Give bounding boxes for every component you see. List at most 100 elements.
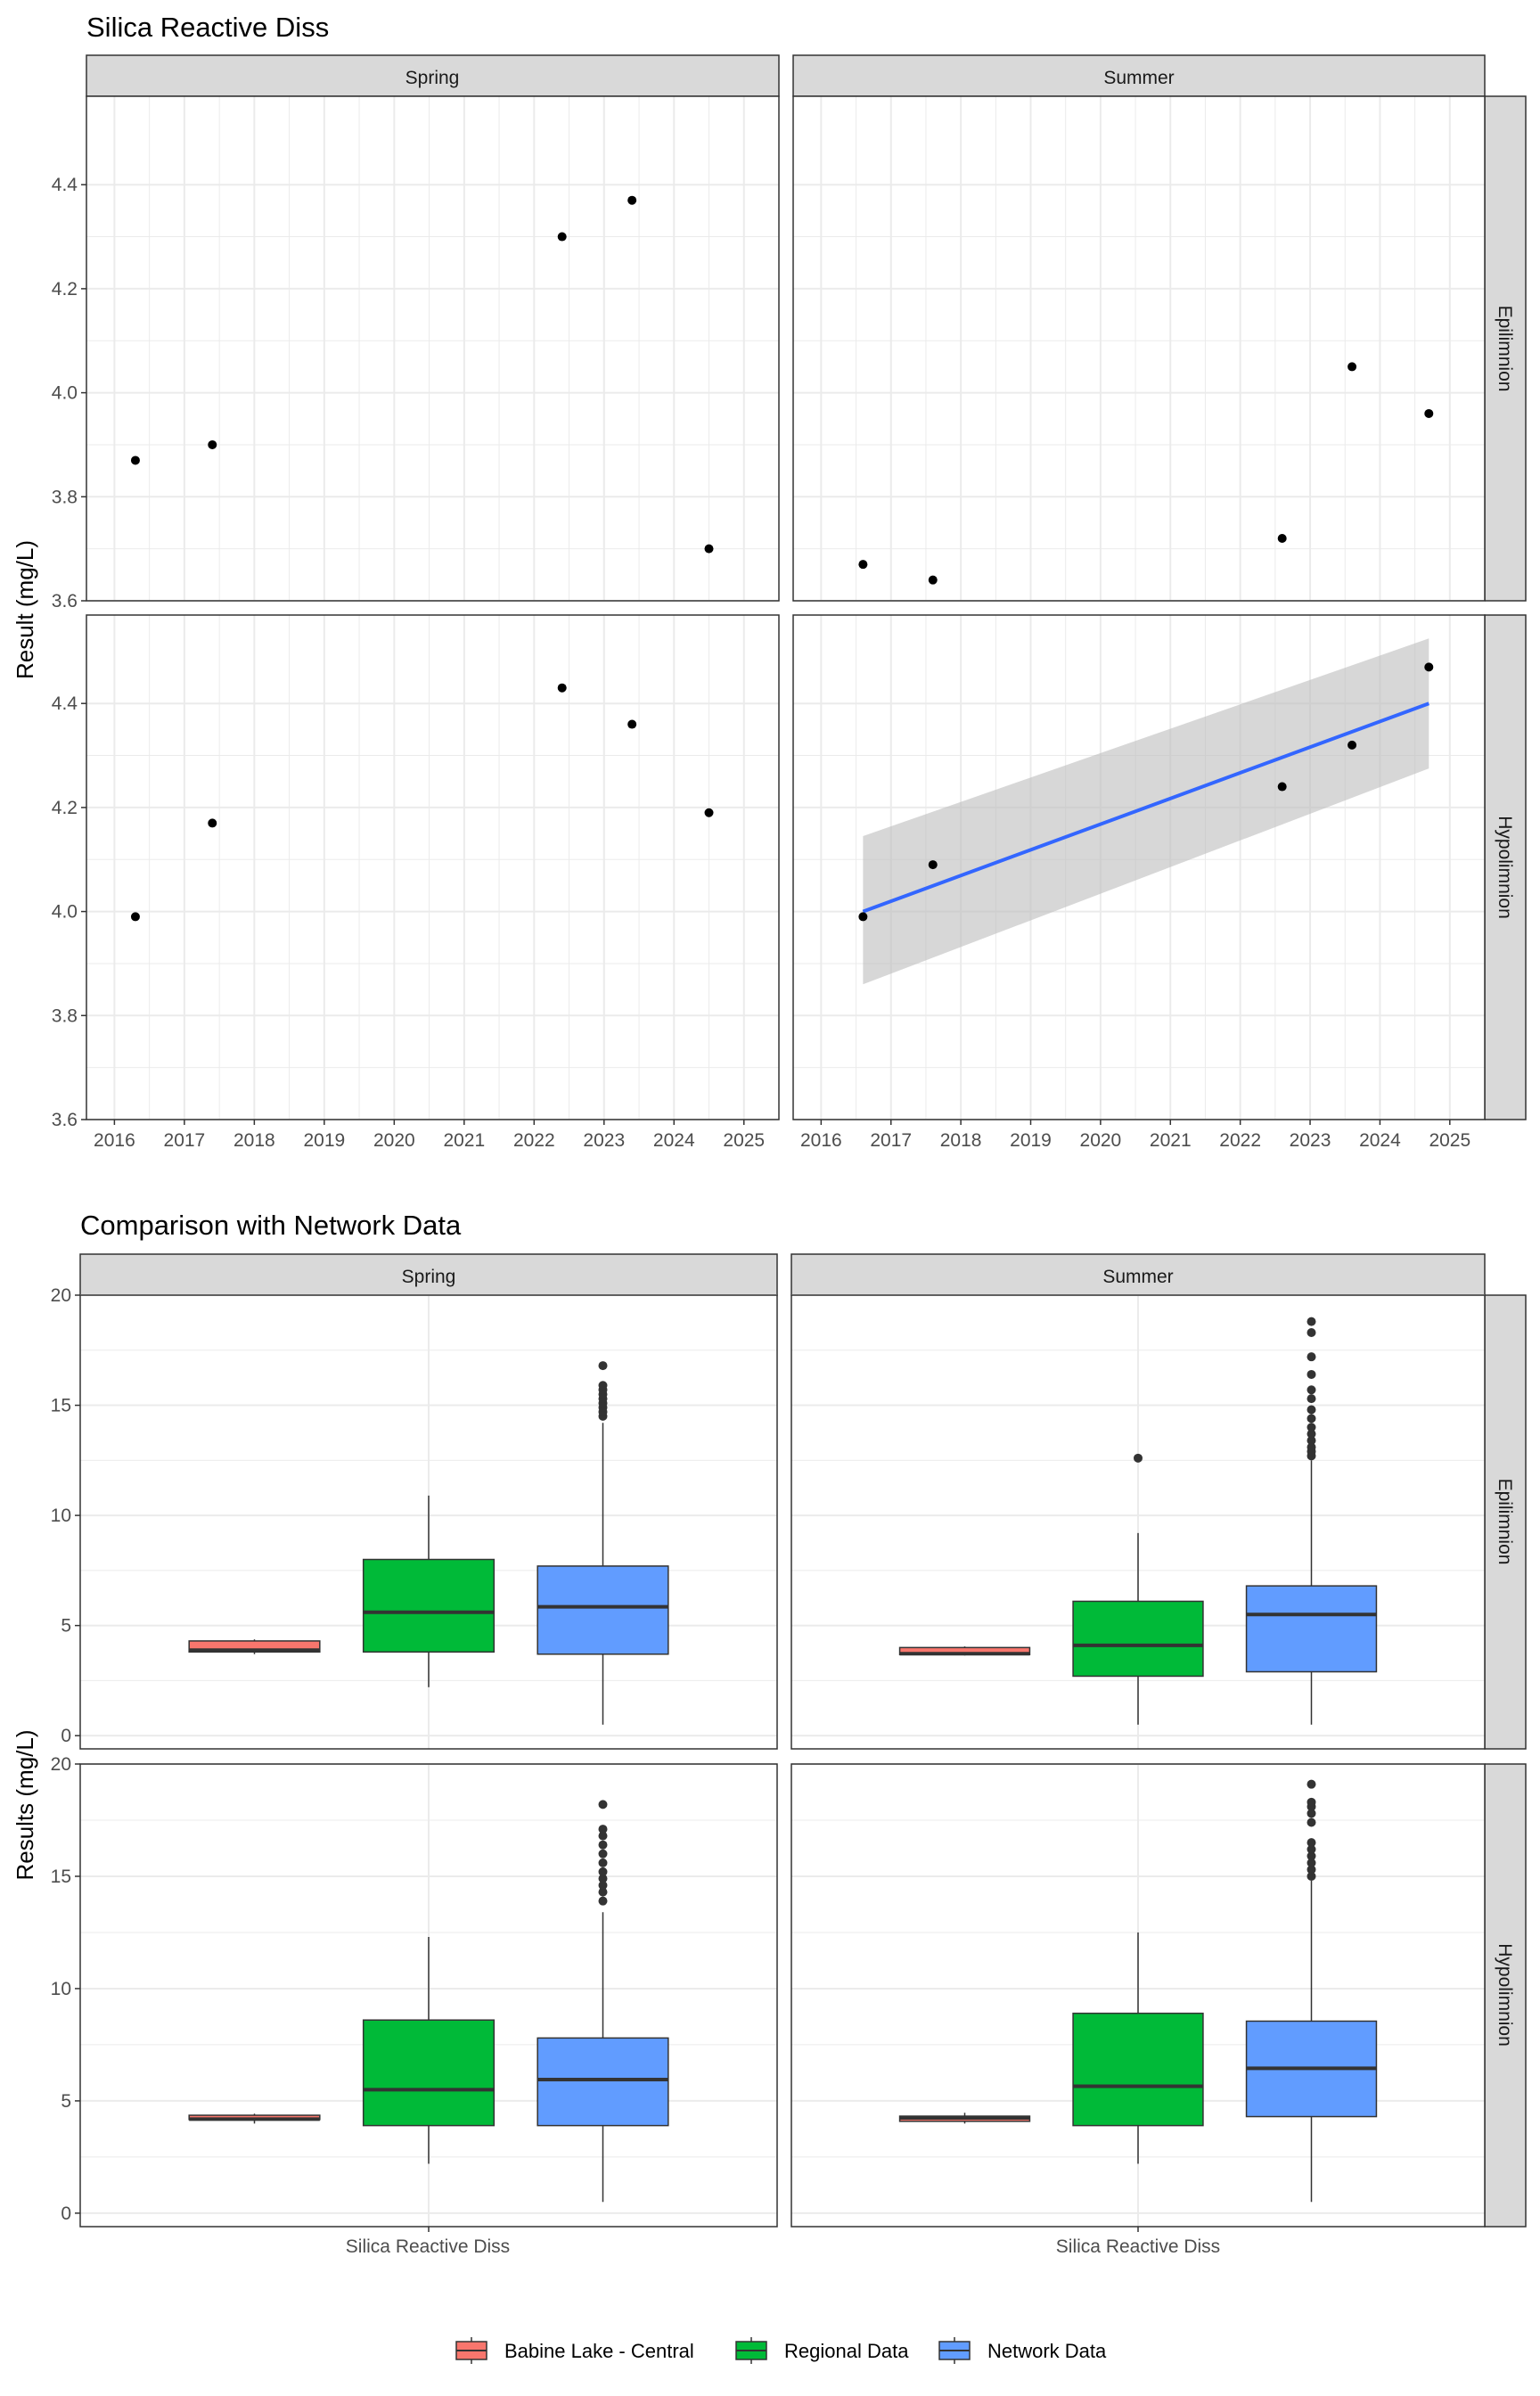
outlier-point xyxy=(598,1858,608,1867)
y-tick-label: 4.4 xyxy=(52,175,78,195)
outlier-point xyxy=(1307,1818,1316,1827)
x-tick-label: 2016 xyxy=(94,1130,135,1151)
y-tick-label: 10 xyxy=(51,1979,71,1999)
data-point xyxy=(928,860,938,870)
outlier-point xyxy=(598,1849,608,1859)
panel-border xyxy=(792,95,1486,602)
box-iqr xyxy=(362,1558,496,1653)
panel-background xyxy=(86,96,779,601)
outlier-point xyxy=(1307,1844,1316,1854)
legend-item-babine: Babine Lake - Central xyxy=(455,2337,694,2364)
scatter-panel-spring-epilimnion: 3.6 3.8 4.0 4.2 4.4 xyxy=(52,95,780,611)
legend-item-regional: Regional Data xyxy=(735,2337,909,2364)
y-tick-label: 20 xyxy=(51,1754,71,1775)
strip-hypolimnion-label: Hypolimnion xyxy=(1495,1943,1515,2047)
outlier-point xyxy=(1307,1442,1316,1452)
panel-background xyxy=(86,615,779,1120)
x-tick-label: 2019 xyxy=(1010,1130,1052,1151)
data-point xyxy=(1277,782,1287,792)
box-iqr xyxy=(537,2037,669,2127)
outlier-point xyxy=(1307,1436,1316,1446)
x-tick-label: 2022 xyxy=(513,1130,555,1151)
x-tick-label: 2024 xyxy=(653,1130,695,1151)
outlier-point xyxy=(1307,1385,1316,1395)
data-point xyxy=(130,455,140,465)
outlier-point xyxy=(1307,1809,1316,1818)
box-iqr xyxy=(362,2019,496,2127)
scatter-column-strips: Spring Summer xyxy=(86,54,1486,97)
legend-label-babine: Babine Lake - Central xyxy=(504,2340,694,2362)
data-point xyxy=(704,544,714,554)
data-point xyxy=(130,912,140,922)
y-tick-label: 5 xyxy=(61,1616,71,1637)
outlier-point xyxy=(1307,1797,1316,1807)
data-point xyxy=(627,719,637,729)
outlier-point xyxy=(1307,1429,1316,1439)
strip-hypolimnion-label: Hypolimnion xyxy=(1495,816,1515,919)
box-network-data xyxy=(1245,1317,1378,1725)
box-network-data xyxy=(537,1361,669,1725)
box-babine-lake-central xyxy=(188,2113,321,2124)
outlier-point xyxy=(598,1881,608,1891)
box-babine-lake-central xyxy=(898,1646,1031,1656)
box-regional-data xyxy=(1072,1453,1204,1725)
outlier-point xyxy=(598,1361,608,1371)
outlier-point xyxy=(1307,1858,1316,1867)
box-iqr xyxy=(537,1565,669,1655)
x-tick-label-summer: Silica Reactive Diss xyxy=(1056,2236,1220,2257)
x-tick-label: 2023 xyxy=(583,1130,625,1151)
box-iqr xyxy=(1245,1585,1378,1673)
strip-summer xyxy=(792,54,1486,97)
strip-spring xyxy=(86,54,780,97)
scatter-row-strips: Epilimnion Hypolimnion xyxy=(1484,95,1527,1120)
outlier-point xyxy=(1307,1871,1316,1881)
box-title: Comparison with Network Data xyxy=(80,1210,462,1241)
box-panel-spring-hypolimnion: 0 5 10 15 20 xyxy=(51,1754,778,2232)
outlier-point xyxy=(1307,1352,1316,1362)
legend-label-regional: Regional Data xyxy=(784,2340,909,2362)
box-panel-spring-epilimnion: 0 5 10 15 20 xyxy=(51,1285,778,1750)
data-point xyxy=(858,560,868,570)
data-point xyxy=(208,818,217,828)
y-tick-label: 4.0 xyxy=(52,902,78,923)
data-point xyxy=(928,575,938,585)
y-tick-label: 0 xyxy=(61,2203,71,2224)
scatter-y-axis-title: Result (mg/L) xyxy=(12,540,38,679)
strip-epilimnion xyxy=(1484,95,1527,602)
y-tick-label: 4.4 xyxy=(52,693,78,714)
y-tick-label: 15 xyxy=(51,1396,71,1416)
y-tick-label: 3.8 xyxy=(52,487,78,507)
panel-border xyxy=(792,614,1486,1120)
scatter-panel-summer-epilimnion xyxy=(792,95,1486,602)
y-tick-label: 4.0 xyxy=(52,383,78,404)
outlier-point xyxy=(1307,1414,1316,1424)
confidence-ribbon xyxy=(863,638,1429,985)
data-point xyxy=(557,232,567,242)
box-iqr xyxy=(1072,1600,1204,1678)
scatter-title: Silica Reactive Diss xyxy=(86,12,329,43)
strip-epilimnion-label: Epilimnion xyxy=(1495,1479,1515,1565)
y-tick-label: 15 xyxy=(51,1867,71,1887)
panel-border xyxy=(86,95,780,602)
y-tick-label: 4.2 xyxy=(52,279,78,300)
panel-background xyxy=(793,96,1485,601)
strip-spring-label: Spring xyxy=(402,1267,456,1287)
legend: Babine Lake - Central Regional Data Netw… xyxy=(455,2337,1107,2364)
outlier-point xyxy=(1307,1838,1316,1848)
x-tick-label: 2020 xyxy=(1080,1130,1122,1151)
outlier-point xyxy=(598,1867,608,1876)
scatter-chart: Silica Reactive Diss Result (mg/L) Sprin… xyxy=(12,12,1527,1151)
scatter-panel-summer-hypolimnion: 2016 2017 2018 2019 2020 2021 2022 2023 2024 2025 xyxy=(792,614,1486,1151)
trend-line xyxy=(862,702,1429,914)
panel-border xyxy=(86,614,780,1120)
data-point xyxy=(1277,533,1287,543)
y-tick-label: 10 xyxy=(51,1506,71,1526)
outlier-point xyxy=(1307,1317,1316,1326)
box-regional-data xyxy=(362,1936,496,2164)
strip-summer-label: Summer xyxy=(1103,68,1174,88)
y-tick-label: 20 xyxy=(51,1285,71,1306)
y-tick-label: 0 xyxy=(61,1726,71,1746)
data-point xyxy=(557,683,567,693)
strip-spring-label: Spring xyxy=(405,68,460,88)
panel-border xyxy=(79,1294,778,1750)
